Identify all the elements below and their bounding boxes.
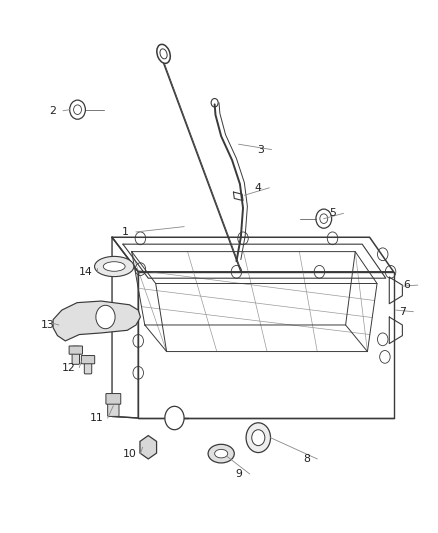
FancyBboxPatch shape xyxy=(84,356,92,374)
Text: 9: 9 xyxy=(235,469,242,479)
Text: 8: 8 xyxy=(303,454,310,464)
FancyBboxPatch shape xyxy=(69,346,82,354)
Text: 3: 3 xyxy=(257,144,264,155)
Text: 5: 5 xyxy=(329,208,336,219)
Text: 2: 2 xyxy=(49,106,56,116)
Circle shape xyxy=(96,305,115,329)
Ellipse shape xyxy=(95,256,134,277)
Polygon shape xyxy=(140,435,157,459)
Text: 13: 13 xyxy=(41,320,55,330)
Text: 14: 14 xyxy=(79,267,93,277)
Ellipse shape xyxy=(160,49,167,59)
Text: 11: 11 xyxy=(90,413,104,423)
FancyBboxPatch shape xyxy=(106,393,121,404)
Text: 4: 4 xyxy=(255,183,262,193)
Polygon shape xyxy=(53,301,141,341)
Text: 6: 6 xyxy=(403,280,410,290)
Text: 10: 10 xyxy=(123,449,136,458)
Text: 1: 1 xyxy=(122,227,129,237)
Text: 12: 12 xyxy=(61,362,75,373)
Ellipse shape xyxy=(215,449,228,458)
FancyBboxPatch shape xyxy=(72,346,80,365)
FancyBboxPatch shape xyxy=(108,395,119,416)
Circle shape xyxy=(252,430,265,446)
Ellipse shape xyxy=(103,262,125,271)
Ellipse shape xyxy=(208,445,234,463)
FancyBboxPatch shape xyxy=(81,356,95,364)
Circle shape xyxy=(246,423,271,453)
Text: 7: 7 xyxy=(399,306,406,317)
Circle shape xyxy=(165,406,184,430)
